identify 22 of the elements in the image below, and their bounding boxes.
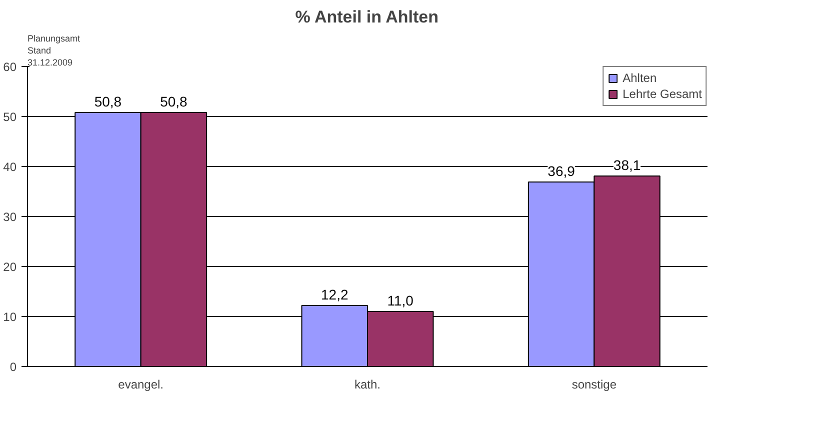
text: Stand (28, 46, 52, 56)
y-tick-label: 0 (10, 360, 17, 374)
data-label: 50,8 (94, 94, 122, 110)
y-tick-label: 60 (3, 60, 17, 74)
y-tick-label: 30 (3, 210, 17, 224)
chart-title: % Anteil in Ahlten (295, 8, 438, 26)
y-tick-label: 20 (3, 260, 17, 274)
x-tick-label: kath. (354, 378, 381, 392)
data-label: 12,2 (321, 286, 348, 302)
data-label: 50,8 (160, 94, 188, 110)
legend-label: Ahlten (622, 71, 657, 85)
data-label: 36,9 (548, 163, 576, 179)
y-tick-label: 10 (3, 310, 17, 324)
x-tick-label: evangel. (118, 378, 164, 392)
legend-label: Lehrte Gesamt (622, 87, 702, 101)
x-tick-label: sonstige (572, 378, 617, 392)
annotation: 31.12.2009 (28, 58, 73, 68)
data-label: 38,1 (613, 157, 641, 173)
y-tick-label: 50 (3, 110, 17, 124)
text: Planungsamt (28, 34, 81, 44)
y-tick-label: 40 (3, 160, 17, 174)
data-label: 11,0 (387, 292, 414, 308)
